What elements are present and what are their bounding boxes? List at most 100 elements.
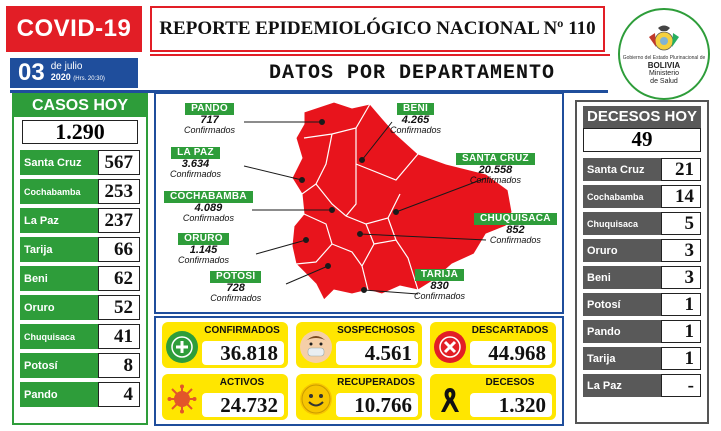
dept-value: 717 xyxy=(200,114,219,126)
casos-row-value: 62 xyxy=(98,266,140,291)
casos-hoy-panel: CASOS HOY 1.290 Santa Cruz 567 Cochabamba… xyxy=(12,93,148,425)
dept-label-tarija: TARIJA 830 Confirmados xyxy=(414,268,465,301)
label-leaders xyxy=(243,119,487,295)
date-year: 2020 xyxy=(50,72,71,82)
header-divider-blue xyxy=(10,90,608,93)
casos-row: Chuquisaca 41 xyxy=(20,324,140,349)
casos-row-value: 52 xyxy=(98,295,140,320)
decesos-row-value: 3 xyxy=(661,266,701,289)
stat-label: DESCARTADOS xyxy=(471,325,549,336)
decesos-hoy-total: 49 xyxy=(583,128,701,152)
casos-row-value: 4 xyxy=(98,382,140,407)
casos-row: Tarija 66 xyxy=(20,237,140,262)
date-box: 03 de julio 2020 (Hrs. 20:30) xyxy=(10,58,138,88)
decesos-row-value: 1 xyxy=(661,347,701,370)
dept-value: 1.145 xyxy=(189,244,218,256)
decesos-hoy-panel: DECESOS HOY 49 Santa Cruz 21 Cochabamba 14… xyxy=(575,100,709,424)
dept-name: ORURO xyxy=(178,233,229,245)
decesos-row-name: Cochabamba xyxy=(583,185,661,208)
decesos-row: Chuquisaca 5 xyxy=(583,212,701,235)
logo-ministry-2: de Salud xyxy=(650,77,678,85)
decesos-row: Tarija 1 xyxy=(583,347,701,370)
casos-row: La Paz 237 xyxy=(20,208,140,233)
department-borders xyxy=(295,103,419,291)
decesos-row-value: 1 xyxy=(661,320,701,343)
mask-face-icon xyxy=(300,331,332,363)
logo-ministry-1: Ministerio xyxy=(649,69,679,77)
dept-value: 852 xyxy=(506,224,525,236)
smiley-icon xyxy=(300,383,332,415)
dept-label-beni: BENI 4.265 Confirmados xyxy=(390,102,441,135)
decesos-row-value: 1 xyxy=(661,293,701,316)
stat-label: DECESOS xyxy=(485,377,535,388)
mourning-ribbon-icon xyxy=(434,383,466,415)
stat-confirmados: CONFIRMADOS 36.818 xyxy=(162,322,288,368)
dept-name: SANTA CRUZ xyxy=(456,153,535,165)
dept-value: 830 xyxy=(430,280,449,292)
decesos-hoy-title: DECESOS HOY xyxy=(583,106,701,128)
covid-badge: COVID-19 xyxy=(6,6,142,52)
dept-confirmed-label: Confirmados xyxy=(178,255,230,265)
ministry-logo: Gobierno del Estado Plurinacional de BOL… xyxy=(618,8,710,100)
dept-confirmed-label: Confirmados xyxy=(210,293,262,303)
report-title: REPORTE EPIDEMIOLÓGICO NACIONAL Nº 110 xyxy=(150,6,605,52)
casos-row: Santa Cruz 567 xyxy=(20,150,140,175)
decesos-row: Oruro 3 xyxy=(583,239,701,262)
casos-row-name: Beni xyxy=(20,266,98,291)
decesos-row: Pando 1 xyxy=(583,320,701,343)
dept-label-chuquisaca: CHUQUISACA 852 Confirmados xyxy=(474,212,557,245)
stat-decesos: DECESOS 1.320 xyxy=(430,374,556,420)
casos-hoy-total: 1.290 xyxy=(22,120,138,144)
dept-confirmed-label: Confirmados xyxy=(469,175,521,185)
casos-row-name: Cochabamba xyxy=(20,179,98,204)
logo-country: BOLIVIA xyxy=(647,60,681,70)
decesos-row: Cochabamba 14 xyxy=(583,185,701,208)
casos-row-name: Oruro xyxy=(20,295,98,320)
stat-descartados: DESCARTADOS 44.968 xyxy=(430,322,556,368)
logo-small-text: Gobierno del Estado Plurinacional de xyxy=(622,54,706,61)
dept-label-pando: PANDO 717 Confirmados xyxy=(184,102,235,135)
dept-name: CHUQUISACA xyxy=(474,213,557,225)
dept-confirmed-label: Confirmados xyxy=(390,125,442,135)
stat-value: 1.320 xyxy=(470,393,552,417)
stat-recuperados: RECUPERADOS 10.766 xyxy=(296,374,422,420)
dept-confirmed-label: Confirmados xyxy=(489,235,541,245)
dept-label-la-paz: LA PAZ 3.634 Confirmados xyxy=(170,146,221,179)
stat-activos: ACTIVOS 24.732 xyxy=(162,374,288,420)
dept-value: 4.089 xyxy=(194,202,223,214)
decesos-row-name: Santa Cruz xyxy=(583,158,661,181)
header-divider-red xyxy=(150,54,610,56)
casos-row: Beni 62 xyxy=(20,266,140,291)
page-subtitle: DATOS POR DEPARTAMENTO xyxy=(268,61,556,85)
dept-value: 3.634 xyxy=(181,158,210,170)
dept-value: 4.265 xyxy=(401,114,430,126)
casos-row-name: Pando xyxy=(20,382,98,407)
bolivia-map xyxy=(243,101,513,301)
decesos-row-value: 3 xyxy=(661,239,701,262)
date-day: 03 xyxy=(18,59,45,86)
casos-row: Potosí 8 xyxy=(20,353,140,378)
national-totals-panel: CONFIRMADOS 36.818 SOSPECHOSOS 4.561 DES… xyxy=(154,316,564,426)
decesos-row-value: - xyxy=(661,374,701,397)
casos-row-value: 8 xyxy=(98,353,140,378)
stat-sospechosos: SOSPECHOSOS 4.561 xyxy=(296,322,422,368)
stat-value: 10.766 xyxy=(336,393,418,417)
plus-icon xyxy=(166,331,198,363)
map-panel: PANDO 717 Confirmados BENI 4.265 Confirm… xyxy=(154,92,564,314)
stat-label: SOSPECHOSOS xyxy=(337,325,415,336)
decesos-row: Beni 3 xyxy=(583,266,701,289)
decesos-row-name: Chuquisaca xyxy=(583,212,661,235)
date-month: de julio xyxy=(50,61,83,72)
x-circle-icon xyxy=(434,331,466,363)
decesos-row: Potosí 1 xyxy=(583,293,701,316)
casos-row-value: 567 xyxy=(98,150,140,175)
casos-row-name: Chuquisaca xyxy=(20,324,98,349)
date-year-line: 2020 (Hrs. 20:30) xyxy=(51,72,105,85)
coat-of-arms-icon xyxy=(649,25,679,50)
dept-name: LA PAZ xyxy=(171,147,220,159)
dept-value: 20.558 xyxy=(478,164,513,176)
dept-name: POTOSÍ xyxy=(210,271,262,283)
dept-confirmed-label: Confirmados xyxy=(170,169,222,179)
casos-row: Oruro 52 xyxy=(20,295,140,320)
dept-name: COCHABAMBA xyxy=(164,191,253,203)
